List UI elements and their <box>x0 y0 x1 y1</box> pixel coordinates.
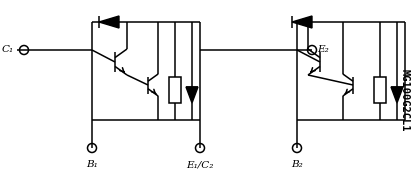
Polygon shape <box>99 16 119 28</box>
Polygon shape <box>291 16 311 28</box>
Bar <box>373 77 385 103</box>
Text: MG100G2CL1: MG100G2CL1 <box>399 69 409 131</box>
Text: E₁/C₂: E₁/C₂ <box>186 160 213 169</box>
Text: E₂: E₂ <box>316 45 328 54</box>
Bar <box>169 77 180 103</box>
Text: C₁: C₁ <box>2 45 14 54</box>
Text: B₁: B₁ <box>86 160 97 169</box>
Text: B₂: B₂ <box>290 160 302 169</box>
Polygon shape <box>390 87 402 103</box>
Polygon shape <box>185 87 197 103</box>
